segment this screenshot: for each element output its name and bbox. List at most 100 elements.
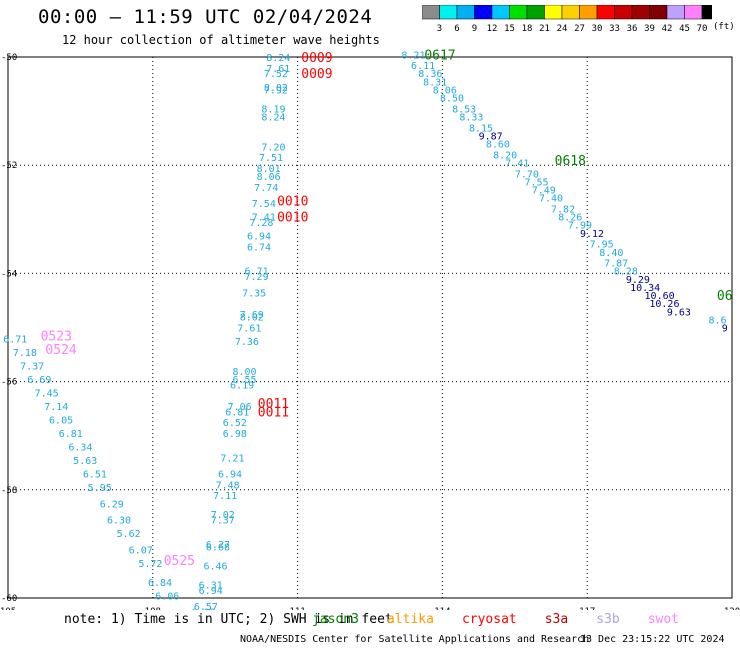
- color-scale-tick: 33: [609, 24, 620, 34]
- wave-height-value: 7.99: [568, 221, 592, 232]
- color-scale-tick: 15: [504, 24, 515, 34]
- wave-height-value: 7.20: [261, 142, 285, 153]
- wave-height-value: 6.68: [206, 543, 230, 554]
- color-scale-tick: 6: [454, 24, 459, 34]
- wave-height-value: 6.57: [194, 602, 218, 610]
- legend-item-cryosat: cryosat: [461, 612, 517, 627]
- wave-height-value: 8.00: [232, 367, 256, 378]
- wave-height-value: 8.36: [418, 69, 442, 80]
- color-scale-tick: 36: [627, 24, 638, 34]
- wave-height-value: 7.51: [259, 153, 283, 164]
- wave-height-value: 7.37: [211, 516, 235, 527]
- wave-height-value: 6.08: [191, 608, 215, 610]
- wave-height-value: 9: [722, 324, 728, 335]
- wave-height-value: 9.63: [667, 307, 691, 318]
- wave-height-value: 7.41: [252, 213, 276, 224]
- wave-height-value: 8.40: [599, 248, 623, 259]
- wave-height-value: 7.87: [604, 259, 628, 270]
- pass-time-label: 0009: [301, 67, 332, 82]
- wave-height-value: 6.19: [230, 380, 254, 391]
- pass-time-label: 0617: [424, 48, 455, 63]
- pass-time-label: 0524: [45, 343, 76, 358]
- wave-height-map: 105 108 111 114 117 120 -50 -52 -54 -56 -58 -60 8.24…: [0, 48, 740, 610]
- wave-height-value: 6.84: [148, 578, 172, 589]
- wave-height-value: 6.94: [199, 586, 223, 597]
- wave-height-value: 7.70: [515, 169, 539, 180]
- wave-height-value: 7.41: [505, 158, 529, 169]
- wave-height-value: 7.55: [524, 177, 548, 188]
- wave-height-value: 7.52: [264, 69, 288, 80]
- pass-time-label: 0011: [258, 405, 289, 420]
- color-scale-tick: 45: [679, 24, 690, 34]
- wave-height-value: 7.74: [254, 183, 278, 194]
- color-scale-units: (ft): [713, 22, 735, 32]
- wave-height-value: 9.29: [626, 275, 650, 286]
- plot-frame: [7, 56, 733, 599]
- color-scale-tick: 39: [644, 24, 655, 34]
- wave-height-value: 8.19: [261, 104, 285, 115]
- pass-time-label: 0010: [277, 194, 308, 209]
- wave-height-value: 8.24: [266, 53, 290, 64]
- pass-time-label: 0523: [41, 330, 72, 345]
- wave-height-value: 6.94: [218, 470, 242, 481]
- y-tick-label: -58: [1, 486, 17, 496]
- wave-height-value: 8.06: [433, 85, 457, 96]
- wave-height-value: 9.87: [479, 131, 503, 142]
- pass-time-label: 0011: [258, 397, 289, 412]
- wave-height-value: 8.53: [452, 104, 476, 115]
- y-tick-label: -52: [1, 161, 17, 171]
- y-tick-label: -50: [1, 53, 17, 63]
- legend-item-swot: swot: [647, 612, 680, 627]
- wave-height-value: 7.37: [20, 361, 44, 372]
- wave-height-value: 10.34: [630, 283, 660, 294]
- wave-height-value: 7.92: [264, 85, 288, 96]
- wave-height-value: 8.6: [708, 315, 726, 326]
- x-tick-label: 105: [0, 607, 16, 610]
- legend-item-jason3: jason3: [312, 612, 359, 627]
- x-tick-label: 108: [145, 607, 161, 610]
- wave-height-value: 8.24: [261, 113, 285, 124]
- wave-height-value: 6.11: [411, 61, 435, 72]
- color-scale-tick: 42: [662, 24, 673, 34]
- plot-area: 8.247.617.528.027.928.198.247.207.518.01…: [3, 48, 733, 610]
- wave-height-value: 9.12: [580, 229, 604, 240]
- wave-height-value: 6.55: [232, 375, 256, 386]
- wave-height-value: 7.36: [235, 337, 259, 348]
- wave-height-value: 7.82: [551, 204, 575, 215]
- wave-height-value: 7.28: [249, 218, 273, 229]
- wave-height-value: 7.14: [44, 402, 68, 413]
- color-scale-tick: 24: [557, 24, 568, 34]
- wave-height-value: 7.49: [532, 186, 556, 197]
- wave-height-value: 8.02: [264, 83, 288, 94]
- color-scale-tick: 27: [574, 24, 585, 34]
- wave-height-value: 8.26: [558, 213, 582, 224]
- wave-height-value: 7.40: [539, 194, 563, 205]
- wave-height-value: 8.50: [440, 94, 464, 105]
- wave-height-value: 6.98: [223, 429, 247, 440]
- wave-height-value: 7.35: [242, 288, 266, 299]
- x-tick-label: 114: [434, 607, 450, 610]
- wave-height-value: 7.18: [13, 348, 37, 359]
- legend-item-s3a: s3a: [544, 612, 569, 627]
- color-scale-bar: 3 6 9 12 15 18 21 24 27 30 33 36 39 42 45 70: [422, 5, 712, 34]
- wave-height-value: 7.21: [220, 453, 244, 464]
- y-tick-label: -54: [1, 269, 17, 279]
- wave-height-value: 6.27: [206, 540, 230, 551]
- wave-height-value: 7.61: [237, 324, 261, 335]
- legend-item-s3b: s3b: [596, 612, 620, 627]
- pass-time-label: 0525: [164, 554, 195, 569]
- wave-height-value: 8.31: [423, 77, 447, 88]
- pass-time-label: 06: [717, 289, 733, 304]
- wave-height-value: 6.81: [59, 429, 83, 440]
- x-tick-label: 120: [724, 607, 740, 610]
- wave-height-value: 6.69: [27, 375, 51, 386]
- wave-height-value: 5.63: [73, 456, 97, 467]
- wave-height-value: 8.60: [486, 140, 510, 151]
- wave-height-value: 7.06: [228, 402, 252, 413]
- wave-height-value: 7.29: [245, 272, 269, 283]
- wave-height-value: 7.11: [213, 491, 237, 502]
- y-tick-label: -56: [1, 378, 17, 388]
- wave-height-value: 8.21: [401, 50, 425, 61]
- satellite-legend: jason3 altika cryosat s3a s3b swot: [312, 612, 707, 627]
- wave-height-value: 8.01: [257, 164, 281, 175]
